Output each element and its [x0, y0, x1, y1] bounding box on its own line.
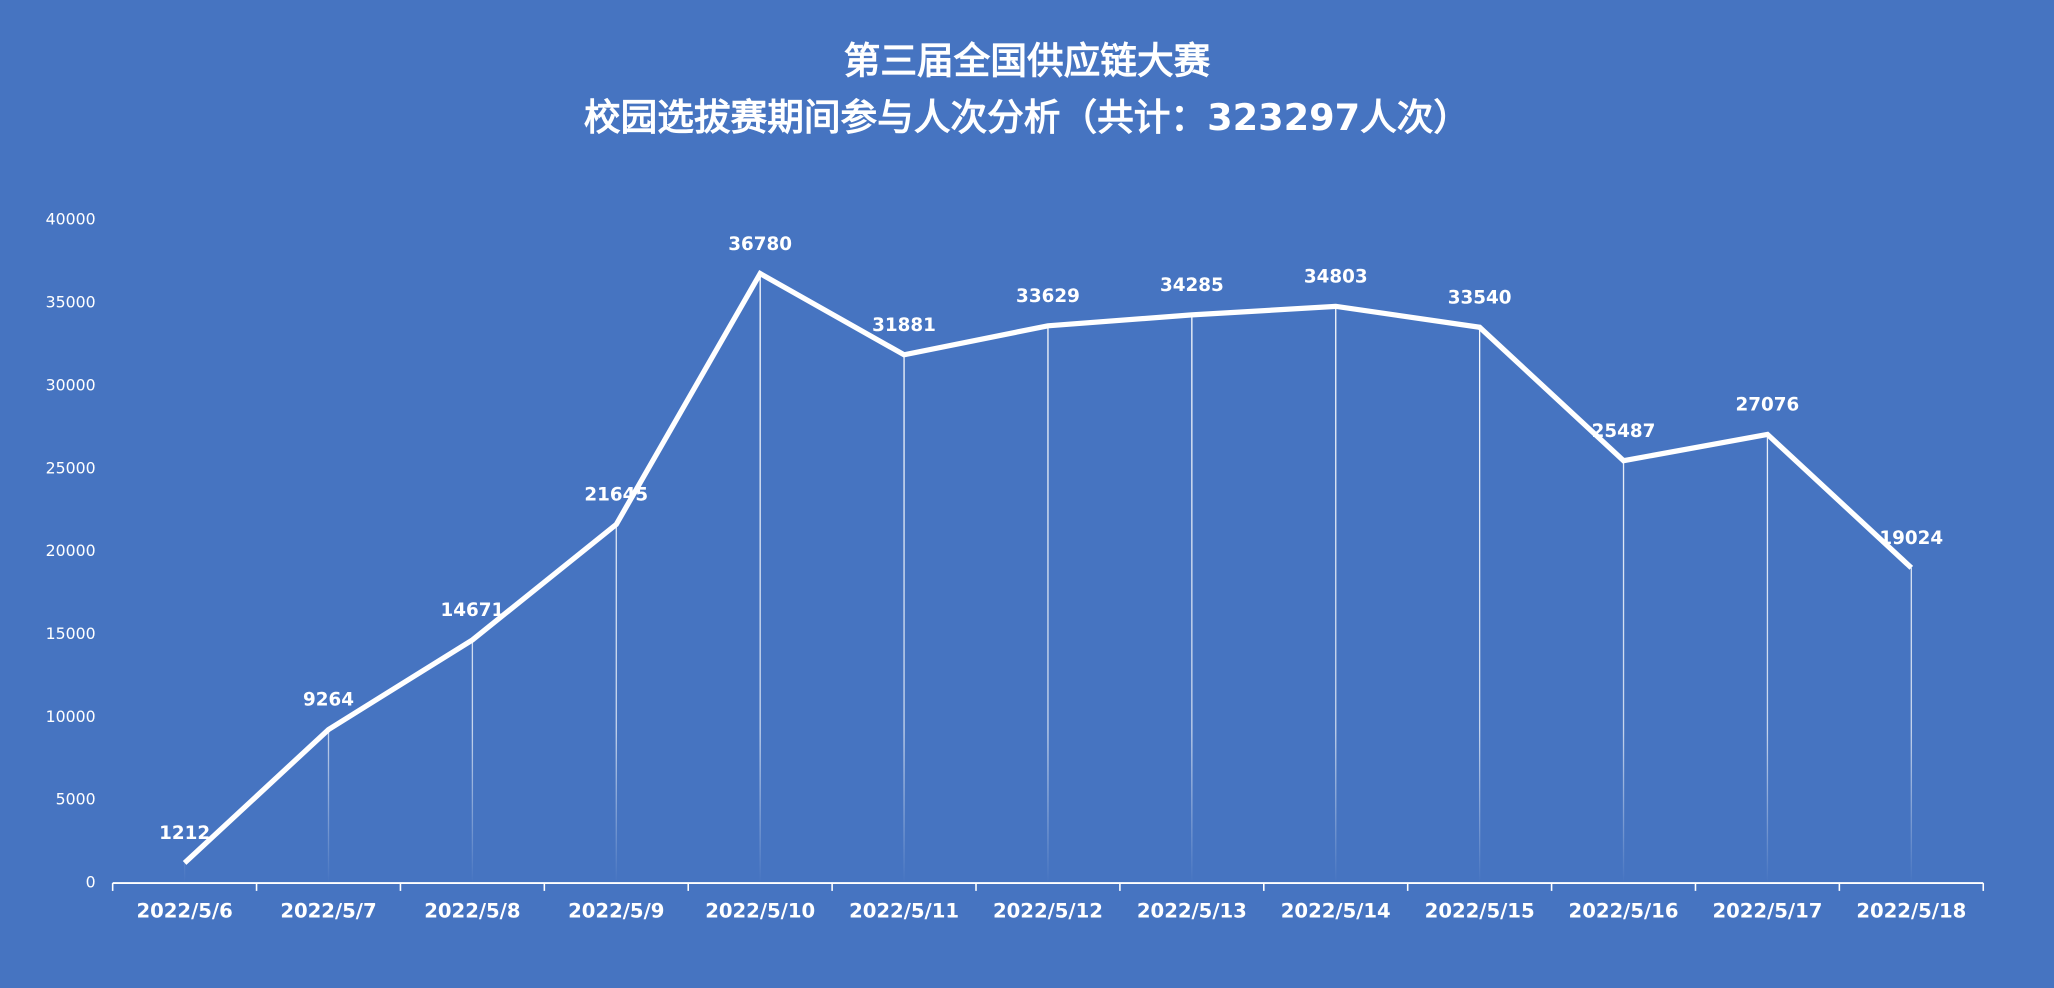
- y-tick-label: 40000: [46, 210, 96, 229]
- x-tick-label: 2022/5/10: [705, 899, 815, 922]
- x-tick-label: 2022/5/15: [1425, 899, 1535, 922]
- data-label: 9264: [303, 690, 354, 711]
- data-label: 33540: [1448, 287, 1512, 308]
- y-tick-label: 5000: [56, 790, 96, 809]
- x-tick-label: 2022/5/9: [568, 899, 664, 922]
- data-label: 34803: [1304, 267, 1368, 288]
- x-tick-label: 2022/5/7: [280, 899, 376, 922]
- x-tick-label: 2022/5/8: [424, 899, 520, 922]
- x-tick-label: 2022/5/18: [1856, 899, 1966, 922]
- data-label: 34285: [1160, 275, 1224, 296]
- data-label: 31881: [872, 315, 936, 336]
- y-tick-label: 35000: [46, 293, 96, 312]
- data-label: 1212: [159, 823, 210, 844]
- x-tick-label: 2022/5/6: [136, 899, 232, 922]
- data-label: 19024: [1879, 528, 1943, 549]
- x-tick-label: 2022/5/13: [1137, 899, 1247, 922]
- data-label: 25487: [1592, 421, 1656, 442]
- data-label: 36780: [728, 234, 792, 255]
- data-label: 33629: [1016, 286, 1080, 307]
- x-tick-label: 2022/5/12: [993, 899, 1103, 922]
- data-line: [182, 270, 1914, 865]
- chart-title: 第三届全国供应链大赛: [844, 40, 1211, 83]
- y-tick-label: 20000: [46, 541, 96, 560]
- x-tick-label: 2022/5/17: [1712, 899, 1822, 922]
- x-tick-label: 2022/5/11: [849, 899, 959, 922]
- y-tick-label: 30000: [46, 375, 96, 394]
- y-tick-label: 10000: [46, 707, 96, 726]
- data-label: 27076: [1736, 395, 1800, 416]
- x-tick-label: 2022/5/16: [1569, 899, 1679, 922]
- chart-title: 校园选拔赛期间参与人次分析（共计：323297人次）: [584, 96, 1470, 139]
- x-tick-label: 2022/5/14: [1281, 899, 1391, 922]
- y-tick-label: 25000: [46, 458, 96, 477]
- data-label: 21645: [584, 485, 648, 506]
- y-tick-label: 0: [86, 873, 96, 892]
- data-label: 14671: [441, 600, 505, 621]
- y-tick-label: 15000: [46, 624, 96, 643]
